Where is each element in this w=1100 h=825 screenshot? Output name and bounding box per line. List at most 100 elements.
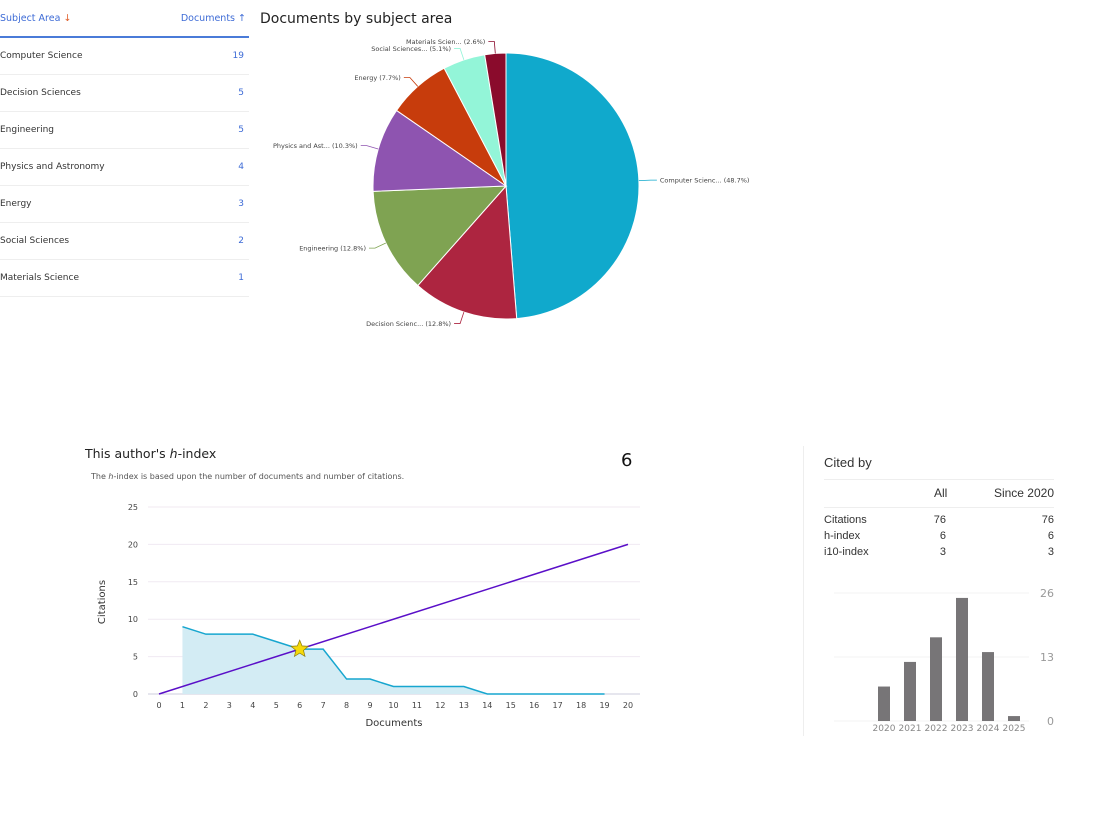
x-tick-label: 9 (368, 701, 373, 710)
x-tick-label: 8 (344, 701, 349, 710)
y-tick-label: 25 (128, 503, 138, 512)
col-all: All (934, 486, 948, 500)
pie-leader-line (403, 77, 419, 87)
bar (878, 686, 890, 721)
y-tick-label: 0 (1047, 715, 1054, 728)
x-tick-label: 1 (180, 701, 185, 710)
subject-label: Materials Science (0, 273, 80, 283)
table-row[interactable]: Physics and Astronomy 4 (0, 149, 249, 186)
document-count[interactable]: 4 (238, 162, 244, 172)
x-tick-label: 2 (203, 701, 208, 710)
metric-since: 6 (1047, 530, 1054, 542)
bar (982, 652, 994, 721)
pie-label: Engineering (12.8%) (299, 245, 366, 253)
arrow-up-icon: ↑ (238, 12, 246, 24)
x-axis-label: Documents (365, 718, 422, 729)
table-row[interactable]: Social Sciences 2 (0, 223, 249, 260)
metric-label: i10-index (824, 546, 869, 558)
table-row[interactable]: Materials Science 1 (0, 260, 249, 297)
document-count[interactable]: 3 (238, 199, 244, 209)
x-tick-label: 11 (412, 701, 422, 710)
bar (956, 597, 968, 721)
subject-label: Energy (0, 199, 32, 209)
pie-slice (372, 109, 508, 192)
citations-bar-chart: 0 13 26 2020 2021 2022 2023 2024 2025 (834, 587, 1054, 734)
document-count[interactable]: 5 (238, 125, 244, 135)
x-tick-label: 0 (156, 701, 161, 710)
subject-label: Social Sciences (0, 236, 70, 246)
pie-leader-line (360, 145, 379, 150)
metric-label: h-index (824, 530, 861, 542)
hindex-value: 6 (621, 450, 633, 471)
pie-slice (372, 185, 508, 287)
h-index-diagonal (158, 543, 629, 695)
x-tick-label: 13 (459, 701, 469, 710)
cited-by-panel: Cited by All Since 2020 Citations 76 76 h-i… (803, 446, 1064, 736)
x-tick-label: 6 (297, 701, 302, 710)
sort-documents[interactable]: Documents ↑ (180, 12, 246, 24)
table-row[interactable]: Computer Science 19 (0, 38, 249, 75)
x-tick-label: 10 (388, 701, 398, 710)
metric-since: 76 (1041, 514, 1054, 526)
x-tick-label: 18 (576, 701, 586, 710)
document-count[interactable]: 19 (232, 51, 244, 61)
citation-line (182, 625, 605, 695)
y-tick-label: 10 (128, 615, 138, 624)
subject-label: Engineering (0, 125, 54, 135)
metric-all: 3 (939, 546, 946, 558)
x-tick-label: 7 (321, 701, 326, 710)
document-count[interactable]: 5 (238, 88, 244, 98)
x-tick-label: 2021 (899, 724, 922, 734)
pie-label: Computer Scienc... (48.7%) (660, 177, 750, 185)
bar (1008, 716, 1020, 721)
y-tick-label: 20 (128, 540, 138, 549)
document-count[interactable]: 2 (238, 236, 244, 246)
document-count[interactable]: 1 (238, 273, 244, 283)
metric-label: Citations (824, 514, 867, 526)
x-tick-label: 17 (553, 701, 563, 710)
pie-label: Energy (7.7%) (354, 74, 400, 82)
x-tick-label: 3 (227, 701, 232, 710)
metric-all: 6 (939, 530, 946, 542)
hindex-subtitle: The h-index is based upon the number of … (91, 472, 405, 481)
pie-leader-line (369, 242, 387, 249)
table-row[interactable]: Energy 3 (0, 186, 249, 223)
y-tick-label: 13 (1040, 651, 1054, 664)
y-tick-label: 5 (133, 653, 138, 662)
x-tick-label: 2023 (951, 724, 974, 734)
arrow-down-icon: ↓ (63, 12, 72, 24)
hindex-title: This author's h-index (85, 446, 217, 461)
pie-label: Physics and Ast... (10.3%) (273, 142, 358, 150)
x-tick-label: 19 (599, 701, 609, 710)
pie-title: Documents by subject area (260, 11, 453, 27)
cited-by-title: Cited by (824, 455, 872, 470)
metric-all: 76 (933, 514, 946, 526)
bar (904, 661, 916, 721)
table-header: Subject Area ↓ Documents ↑ (0, 0, 249, 38)
pie-leader-line (454, 312, 465, 324)
x-tick-label: 2025 (1003, 724, 1026, 734)
x-tick-label: 15 (506, 701, 516, 710)
pie-chart: Computer Scienc... (48.7%) Decision Scien… (273, 38, 750, 328)
x-tick-label: 4 (250, 701, 255, 710)
x-tick-label: 2022 (925, 724, 948, 734)
subject-label: Physics and Astronomy (0, 162, 105, 172)
pie-label: Social Sciences... (5.1%) (371, 45, 451, 53)
pie-label: Materials Scien... (2.6%) (406, 38, 485, 46)
y-axis-label: Citations (97, 580, 108, 624)
x-tick-label: 12 (435, 701, 445, 710)
x-tick-label: 2024 (977, 724, 1000, 734)
col-since: Since 2020 (993, 486, 1054, 500)
x-tick-label: 16 (529, 701, 539, 710)
bar (930, 637, 942, 721)
y-tick-label: 15 (128, 578, 138, 587)
metric-since: 3 (1047, 546, 1054, 558)
table-row[interactable]: Decision Sciences 5 (0, 75, 249, 112)
star-icon (290, 639, 310, 658)
table-row[interactable]: Engineering 5 (0, 112, 249, 149)
sort-subject-area[interactable]: Subject Area ↓ (0, 12, 72, 24)
pie-leader-line (488, 41, 496, 54)
x-tick-label: 2020 (873, 724, 896, 734)
y-tick-label: 0 (133, 690, 138, 699)
